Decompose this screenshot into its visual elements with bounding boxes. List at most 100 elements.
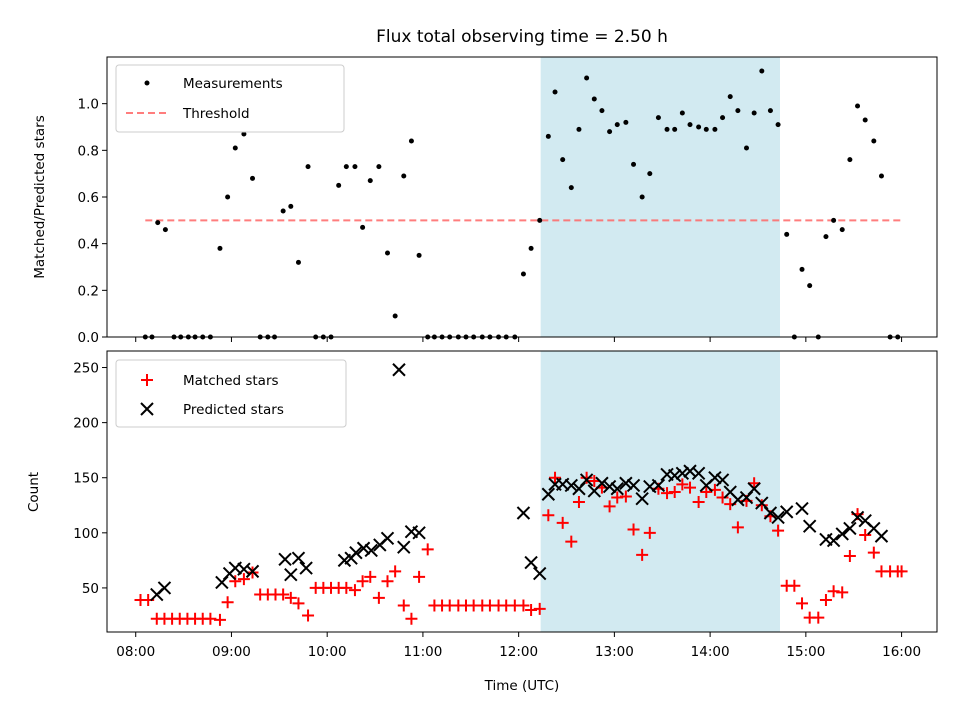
measurement-point [591,96,597,102]
predicted-star-marker [691,466,706,481]
matched-star-marker [204,612,217,625]
predicted-star-marker [392,363,406,377]
matched-star-marker [221,596,234,609]
measurement-point [623,119,629,125]
predicted-star-marker [541,487,556,501]
top-y-tick-label: 0.6 [78,190,99,206]
predicted-star-marker [731,493,745,507]
matched-star-marker [668,486,681,499]
top-legend: Measurements Threshold [115,64,345,133]
measurement-point [679,110,685,116]
matched-star-marker [284,591,297,604]
matched-star-marker [405,612,418,625]
matched-star-marker [676,478,689,491]
predicted-star-marker [850,510,865,525]
bottom-y-tick-label: 200 [73,416,99,432]
matched-star-marker [843,549,856,562]
matched-star-marker [812,611,825,624]
matched-star-marker [661,487,674,500]
predicted-star-marker [291,551,306,565]
bottom-y-tick-label: 150 [73,471,99,487]
predicted-star-marker [747,482,761,496]
measurement-point [712,126,718,132]
predicted-star-marker [524,555,538,570]
predicted-star-marker [533,566,547,581]
measurement-point [599,108,605,114]
predicted-stars-legend-marker [140,402,154,416]
bottom-panel: 50 100 150 200 250 08:00 09:00 10:00 11:00 12:00 1… [26,350,938,694]
predicted-star-marker [610,482,624,496]
measurement-point [631,161,637,167]
measurement-point [528,245,534,251]
predicted-star-marker [779,505,794,519]
matched-star-marker [819,594,832,607]
matched-star-marker [348,584,361,597]
measurement-point [232,145,238,151]
top-plot-area: 0.0 0.2 0.4 0.6 0.8 1.0 [78,57,903,346]
measurement-point [839,227,845,233]
matched-star-marker [572,495,585,508]
matched-star-marker [748,477,761,490]
matched-star-marker [684,481,697,494]
predicted-star-marker [397,540,411,554]
matched-star-marker [364,570,377,583]
bottom-legend-frame [115,359,347,428]
matched-star-marker [827,585,840,598]
matched-star-marker [533,602,546,615]
matched-stars-legend-label: Matched stars [183,373,279,389]
predicted-star-marker [795,501,809,516]
measurement-point [878,173,884,179]
matched-star-marker [292,597,305,610]
matched-star-marker [229,575,242,588]
predicted-star-marker [157,581,172,595]
matched-star-marker [636,548,649,561]
matched-star-marker [867,546,880,559]
matched-star-marker [372,591,385,604]
measurement-point [376,164,382,170]
measurement-point [552,89,558,95]
matched-star-marker [356,575,369,588]
x-axis-label: Time (UTC) [484,678,560,694]
matched-star-marker [381,575,394,588]
bottom-plot-area: 50 100 150 200 250 08:00 09:00 10:00 11:00 12:00 1… [73,351,921,660]
bottom-x-tick-label: 09:00 [212,644,251,660]
matched-star-marker [588,475,601,488]
measurement-point [392,313,398,319]
matched-star-marker [755,499,768,512]
measurement-point [401,173,407,179]
matched-star-marker [772,524,785,537]
top-y-tick-label: 1.0 [78,97,99,113]
measurement-point [343,164,349,170]
matched-star-marker [700,486,713,499]
measurement-point [336,182,342,188]
predicted-star-marker [626,478,641,493]
matched-star-marker [895,565,908,578]
matched-star-marker [421,543,434,556]
matched-stars-legend-marker [141,374,153,386]
measurement-point [720,115,726,121]
measurement-point [384,250,390,256]
matched-star-marker [397,599,410,612]
matched-star-marker [731,521,744,534]
matched-star-marker [565,535,578,548]
measurement-point [871,138,877,144]
predicted-star-marker [651,478,666,493]
bottom-x-tick-label: 14:00 [691,644,730,660]
predicted-star-marker [349,545,363,560]
measurement-point [537,217,543,223]
measurement-point [784,231,790,237]
predicted-star-marker [675,466,690,481]
matched-star-marker [788,579,801,592]
measurement-point [807,283,813,289]
predicted-star-marker [412,526,426,540]
matched-star-marker [340,581,353,594]
measurement-point [352,164,358,170]
matched-star-marker [603,500,616,513]
bottom-x-tick-label: 12:00 [499,644,538,660]
matched-star-marker [627,523,640,536]
measurement-point [162,227,168,233]
measurement-point [823,234,829,240]
measurement-point [225,194,231,200]
measurement-point [831,217,837,223]
matched-star-marker [619,490,632,503]
